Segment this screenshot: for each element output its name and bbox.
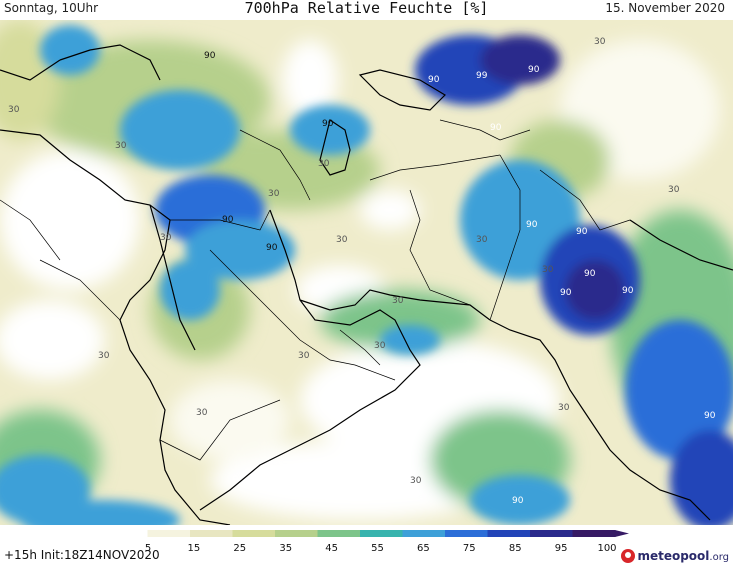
contour-label: 90	[704, 411, 716, 421]
legend-tick-label: 100	[597, 543, 616, 554]
legend-bar	[105, 530, 629, 537]
color-legend: 5 15 25 35 45 55 65 75 85 95 100	[105, 530, 629, 554]
contour-label: 30	[374, 341, 386, 351]
contour-label: 90	[576, 227, 588, 237]
legend-tick-label: 75	[463, 543, 476, 554]
legend-swatch	[190, 530, 233, 537]
contour-label: 90	[622, 286, 634, 296]
legend-tick-label: 45	[325, 543, 338, 554]
map-header: Sonntag, 10Uhr 700hPa Relative Feuchte […	[0, 0, 733, 20]
legend-swatch	[445, 530, 488, 537]
contour-label: 90	[584, 269, 596, 279]
contour-labels: 90 90 99 90 90 90 30 30 90 90 30 90 90 3…	[8, 37, 716, 506]
brand-name: meteopool	[637, 549, 710, 563]
contour-label: 30	[298, 351, 310, 361]
contour-label: 30	[542, 265, 554, 275]
contour-label: 30	[318, 159, 330, 169]
contour-label: 30	[668, 185, 680, 195]
contour-label: 30	[268, 189, 280, 199]
contour-label: 30	[558, 403, 570, 413]
legend-swatch	[487, 530, 531, 537]
contour-label: 30	[115, 141, 127, 151]
legend-ticks: 5 15 25 35 45 55 65 75 85 95 100	[145, 543, 617, 554]
meteopool-logo-icon	[621, 549, 636, 563]
brand-suffix: .org	[709, 552, 729, 563]
legend-tick-label: 55	[371, 543, 384, 554]
legend-tick-label: 5	[145, 543, 151, 554]
contour-label: 30	[594, 37, 606, 47]
legend-swatch	[572, 530, 616, 537]
legend-swatch	[232, 530, 276, 537]
meteopool-logo[interactable]: meteopool.org	[621, 549, 729, 563]
contour-label: 90	[204, 51, 216, 61]
contour-label: 30	[160, 233, 172, 243]
valid-time: Sonntag, 10Uhr	[4, 1, 99, 15]
legend-tick-label: 15	[188, 543, 201, 554]
legend-arrow	[615, 530, 629, 537]
legend-swatch	[275, 530, 318, 537]
humidity-map-svg: 90 90 99 90 90 90 30 30 90 90 30 90 90 3…	[0, 20, 733, 525]
legend-tick-label: 85	[509, 543, 522, 554]
contour-label: 90	[512, 496, 524, 506]
contour-label: 90	[526, 220, 538, 230]
legend-swatch	[147, 530, 191, 537]
forecast-date: 15. November 2020	[605, 1, 725, 15]
contour-label: 90	[222, 215, 234, 225]
contour-label: 90	[528, 65, 540, 75]
map-footer: 5 15 25 35 45 55 65 75 85 95 100 +15h Init:18Z14NO…	[0, 525, 733, 566]
legend-tick-label: 65	[417, 543, 430, 554]
legend-swatch	[105, 530, 148, 537]
contour-label: 30	[476, 235, 488, 245]
contour-label: 30	[196, 408, 208, 418]
legend-swatch	[402, 530, 446, 537]
contour-label: 99	[476, 71, 488, 81]
contour-label: 30	[98, 351, 110, 361]
humidity-map: 90 90 99 90 90 90 30 30 90 90 30 90 90 3…	[0, 20, 733, 525]
legend-swatch	[360, 530, 403, 537]
legend-swatch	[530, 530, 573, 537]
contour-label: 90	[322, 119, 334, 129]
coastlines	[0, 44, 733, 525]
legend-tick-label: 25	[233, 543, 246, 554]
legend-tick-label: 35	[279, 543, 292, 554]
legend-tick-label: 95	[555, 543, 568, 554]
contour-label: 90	[428, 75, 440, 85]
humidity-field	[0, 20, 733, 525]
contour-label: 30	[8, 105, 20, 115]
contour-label: 90	[560, 288, 572, 298]
contour-label: 30	[392, 296, 404, 306]
contour-label: 90	[490, 123, 502, 133]
contour-label: 90	[266, 243, 278, 253]
legend-swatch	[317, 530, 361, 537]
contour-label: 30	[410, 476, 422, 486]
run-info: +15h Init:18Z14NOV2020	[4, 548, 160, 562]
borders	[0, 119, 631, 461]
map-title: 700hPa Relative Feuchte [%]	[244, 0, 489, 17]
contour-label: 30	[336, 235, 348, 245]
